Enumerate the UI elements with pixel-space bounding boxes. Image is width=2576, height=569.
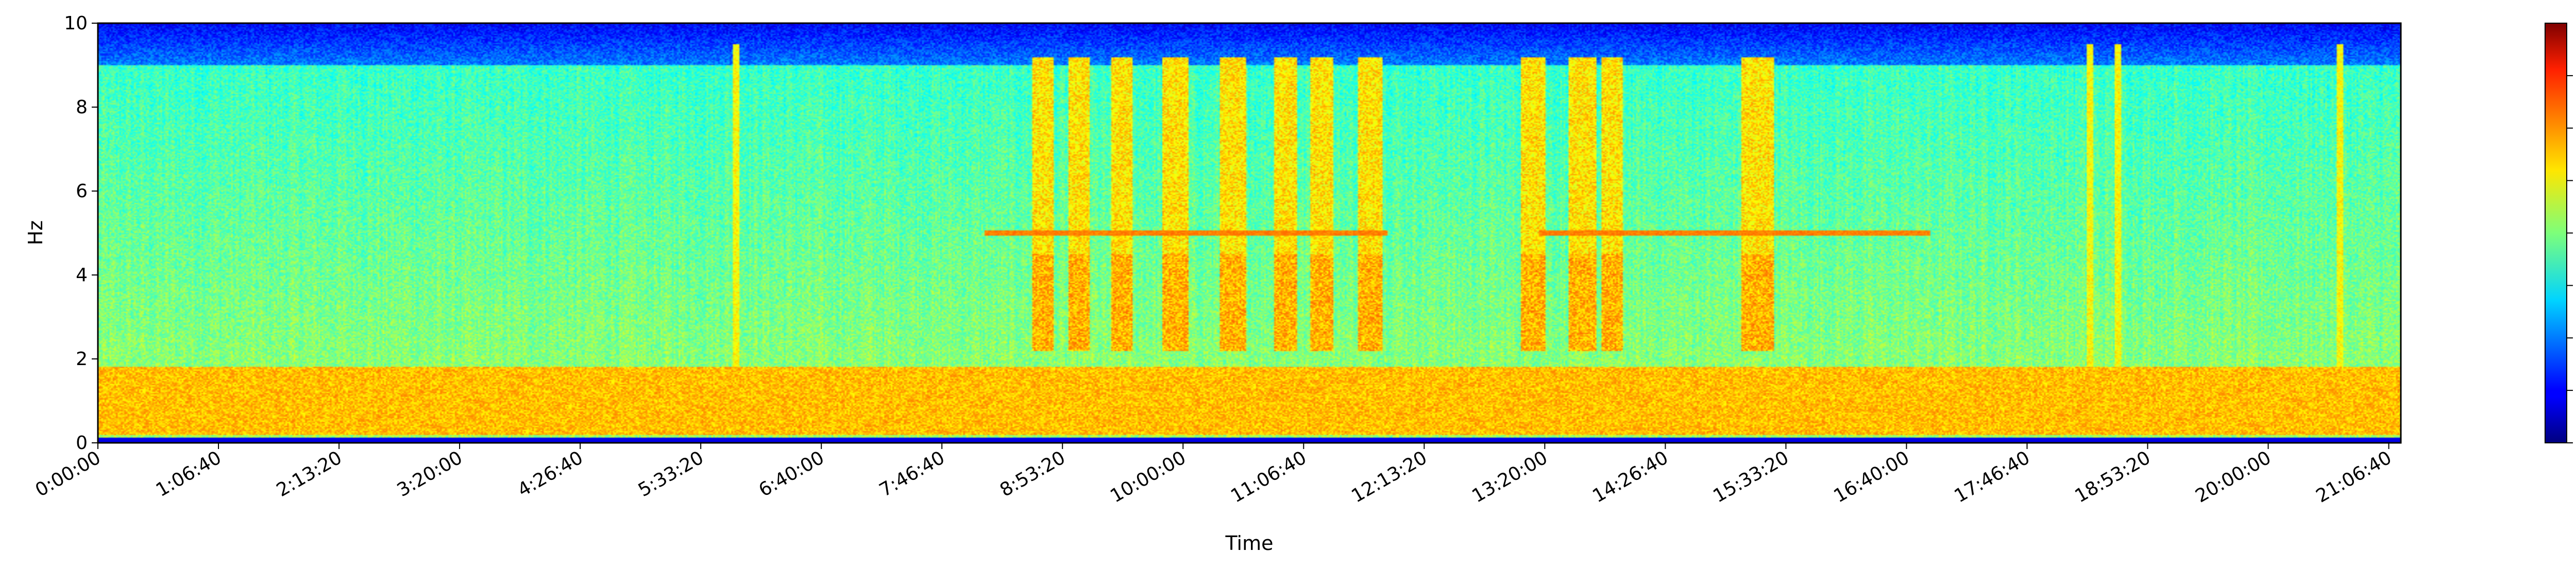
spectrogram-heatmap [98, 23, 2401, 443]
x-tick-label: 16:40:00 [1830, 447, 1913, 507]
x-axis-label: Time [1225, 532, 1274, 555]
x-tick-label: 2:13:20 [273, 447, 346, 501]
plot-frame [97, 22, 2402, 444]
x-tick-label: 21:06:40 [2313, 447, 2396, 507]
y-tick-label: 4 [76, 265, 88, 286]
y-axis: 0 2 4 6 8 10 [64, 13, 98, 454]
y-tick-label: 10 [64, 13, 88, 34]
colorbar [2545, 23, 2567, 443]
x-axis: 0:00:00 1:06:40 2:13:20 3:20:00 4:26:40 5:33:… [32, 443, 2395, 507]
colorbar-axis: -10 dB-20 dB-30 dB-40 dB-50 dB-60 dB-70 … [2567, 75, 2573, 443]
x-tick-label: 7:46:40 [876, 447, 948, 501]
x-tick-label: 4:26:40 [514, 447, 587, 501]
x-tick-label: 10:00:00 [1107, 447, 1190, 507]
x-tick-label: 12:13:20 [1348, 447, 1431, 507]
x-tick-label: 1:06:40 [152, 447, 225, 501]
x-tick-label: 20:00:00 [2192, 447, 2275, 507]
x-tick-label: 11:06:40 [1227, 447, 1310, 507]
y-tick-label: 8 [76, 97, 88, 118]
x-tick-label: 3:20:00 [394, 447, 466, 501]
y-tick-label: 6 [76, 181, 88, 202]
x-tick-label: 0:00:00 [32, 447, 105, 501]
y-tick-label: 0 [76, 433, 88, 454]
x-tick-label: 14:26:40 [1589, 447, 1672, 507]
x-tick-label: 5:33:20 [635, 447, 707, 501]
x-tick-label: 17:46:40 [1951, 447, 2033, 507]
y-axis-label: Hz [24, 220, 47, 246]
x-tick-label: 18:53:20 [2072, 447, 2155, 507]
x-tick-label: 8:53:20 [996, 447, 1069, 501]
y-tick-label: 2 [76, 349, 88, 370]
x-tick-label: 6:40:00 [755, 447, 828, 501]
x-tick-label: 15:33:20 [1709, 447, 1792, 507]
x-tick-label: 13:20:00 [1468, 447, 1551, 507]
